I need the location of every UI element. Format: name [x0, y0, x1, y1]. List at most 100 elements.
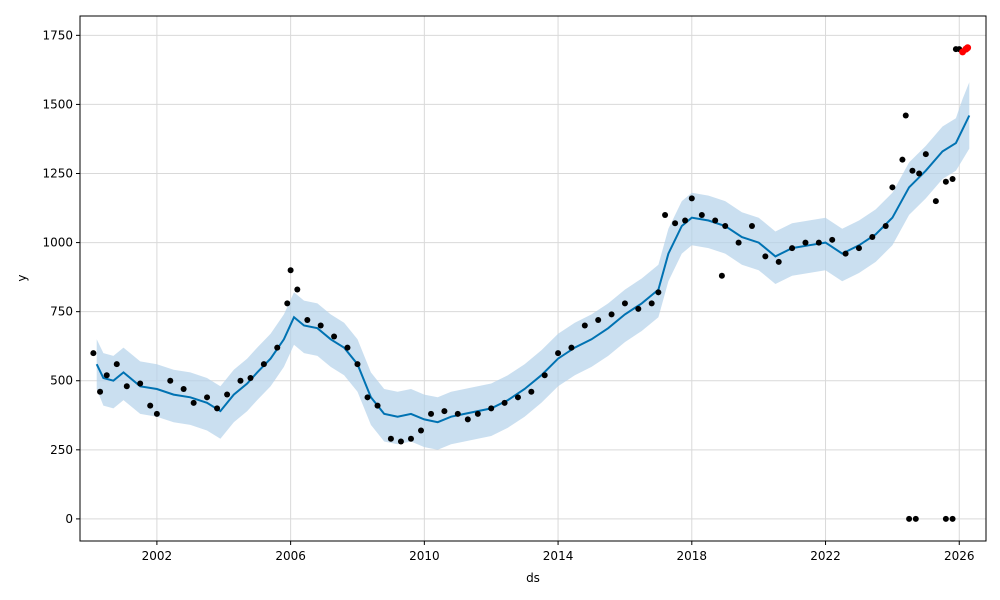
y-tick-label: 0	[65, 512, 73, 526]
observed-point	[735, 239, 742, 246]
observed-point	[635, 305, 642, 312]
observed-point	[284, 300, 291, 307]
highlight-point	[964, 44, 972, 52]
observed-point	[899, 156, 906, 163]
observed-point	[488, 405, 495, 412]
observed-point	[688, 195, 695, 202]
y-tick-label: 750	[50, 305, 73, 319]
observed-point	[137, 380, 144, 387]
observed-point	[682, 217, 689, 224]
observed-point	[113, 361, 120, 368]
observed-point	[662, 211, 669, 218]
observed-point	[722, 223, 729, 229]
observed-point	[454, 410, 461, 417]
observed-point	[568, 344, 575, 351]
observed-point	[906, 515, 913, 522]
x-tick-label: 2006	[275, 549, 306, 563]
observed-point	[916, 170, 923, 177]
observed-point	[407, 435, 414, 442]
observed-point	[237, 377, 244, 384]
forecast-line-layer	[95, 115, 971, 424]
observed-point	[712, 217, 719, 224]
observed-point	[304, 316, 311, 323]
x-axis-label: ds	[526, 571, 540, 585]
observed-point	[428, 410, 435, 417]
forecast-line	[95, 115, 971, 424]
observed-point	[902, 112, 909, 119]
y-axis-ticks: 0 250 500 750 1000 1250 1500 1750	[42, 28, 80, 526]
observed-point	[789, 245, 796, 252]
x-tick-label: 2018	[677, 549, 708, 563]
observed-point	[949, 515, 956, 522]
observed-point	[501, 399, 508, 406]
plot-background	[80, 16, 986, 541]
observed-point	[317, 322, 324, 329]
x-tick-label: 2022	[810, 549, 841, 563]
observed-point	[123, 383, 130, 390]
observed-point	[514, 394, 521, 401]
y-tick-label: 1500	[42, 97, 73, 111]
observed-point	[103, 372, 110, 379]
observed-point	[829, 236, 836, 243]
observed-point	[204, 394, 211, 401]
x-tick-label: 2026	[944, 549, 975, 563]
observed-point	[555, 350, 562, 357]
y-tick-label: 1000	[42, 236, 73, 250]
observed-point	[397, 438, 404, 445]
observed-point	[815, 239, 822, 246]
observed-point	[889, 184, 896, 191]
uncertainty-band-layer	[96, 82, 970, 450]
y-axis-label: y	[15, 274, 29, 281]
observed-point	[698, 211, 705, 218]
observed-point	[214, 405, 221, 412]
observed-point	[294, 286, 301, 293]
observed-point	[354, 361, 361, 368]
observed-point	[167, 377, 174, 384]
observed-point	[608, 311, 615, 318]
observed-point	[672, 220, 679, 227]
observed-point	[418, 427, 425, 434]
y-tick-label: 1250	[42, 167, 73, 181]
observed-point	[932, 198, 939, 205]
observed-point	[344, 344, 351, 351]
observed-point	[441, 408, 448, 415]
observed-point	[648, 300, 655, 307]
y-tick-label: 1750	[42, 28, 73, 42]
observed-point	[190, 399, 197, 406]
observed-point	[922, 151, 929, 158]
observed-point	[364, 394, 371, 401]
observed-point	[595, 316, 602, 323]
x-axis-ticks: 2002 2006 2010 2014 2018 2022 2026	[142, 541, 975, 563]
observed-point	[748, 223, 755, 229]
observed-point	[541, 372, 548, 379]
highlight-points-layer	[959, 44, 972, 56]
observed-point	[153, 410, 160, 417]
observed-point	[869, 234, 876, 241]
grid-lines	[80, 16, 986, 541]
observed-point	[842, 250, 849, 257]
plot-frame	[79, 15, 987, 542]
observed-point	[762, 253, 769, 260]
observed-point	[718, 272, 725, 279]
observed-point	[949, 176, 956, 183]
observed-point	[882, 223, 889, 229]
observed-point	[621, 300, 628, 307]
observed-point	[942, 515, 949, 522]
x-tick-label: 2002	[142, 549, 173, 563]
y-tick-label: 250	[50, 443, 73, 457]
uncertainty-band	[96, 82, 970, 450]
observed-point	[260, 361, 267, 368]
observed-point	[802, 239, 809, 246]
observed-points-layer	[90, 46, 963, 522]
observed-point	[474, 410, 481, 417]
observed-point	[528, 388, 535, 395]
x-tick-label: 2010	[409, 549, 440, 563]
observed-point	[581, 322, 588, 329]
y-tick-label: 500	[50, 374, 73, 388]
observed-point	[912, 515, 919, 522]
observed-point	[147, 402, 154, 409]
observed-point	[274, 344, 281, 351]
observed-point	[90, 350, 97, 357]
observed-point	[464, 416, 471, 423]
observed-point	[775, 258, 782, 265]
